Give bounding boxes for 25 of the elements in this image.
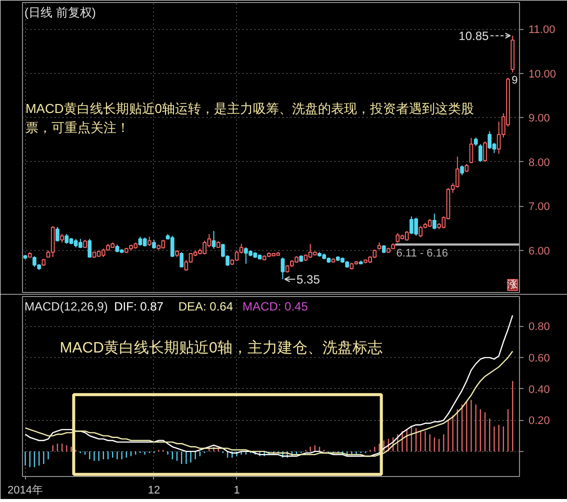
y-tick-label: 7.00 bbox=[528, 201, 550, 214]
annotation: MACD黄白线长期贴近0轴运转，是主力吸筹、洗盘的表现，投资者遇到这类股票，可重点关注！ bbox=[25, 101, 474, 135]
y-tick-label: 0.80 bbox=[528, 321, 550, 334]
y-tick-label: 10.00 bbox=[528, 68, 556, 80]
y-tick-label: 9.00 bbox=[528, 112, 550, 125]
chart-title: MACD(12,26,9) bbox=[24, 300, 108, 314]
y-tick-label: 0.40 bbox=[528, 384, 550, 396]
text: DEA: 0.64 bbox=[178, 300, 234, 314]
band-label: 6.11 - 6.16 bbox=[396, 248, 448, 260]
text: DIF: 0.87 bbox=[114, 300, 164, 314]
y-tick-label: 11.00 bbox=[528, 24, 556, 36]
annotation: MACD黄白线长期贴近0轴，主力建仓、洗盘标志 bbox=[60, 340, 382, 357]
annotation: 10.85 bbox=[458, 29, 490, 44]
annotation: 涨 bbox=[508, 278, 518, 290]
x-tick-label: 12 bbox=[148, 484, 160, 496]
y-tick-label: 6.00 bbox=[528, 245, 550, 258]
x-tick-label: 1 bbox=[234, 484, 240, 496]
annotation: 9 bbox=[512, 74, 518, 86]
x-tick-label: 2014年 bbox=[8, 484, 44, 496]
annotation: MACD: 0.45 bbox=[242, 300, 308, 314]
annotation: 5.35 bbox=[296, 272, 320, 287]
chart-title: (日线 前复权) bbox=[24, 6, 96, 20]
y-tick-label: 8.00 bbox=[528, 156, 550, 169]
y-tick-label: 0.20 bbox=[528, 415, 550, 428]
y-tick-label: 0.60 bbox=[528, 352, 550, 365]
